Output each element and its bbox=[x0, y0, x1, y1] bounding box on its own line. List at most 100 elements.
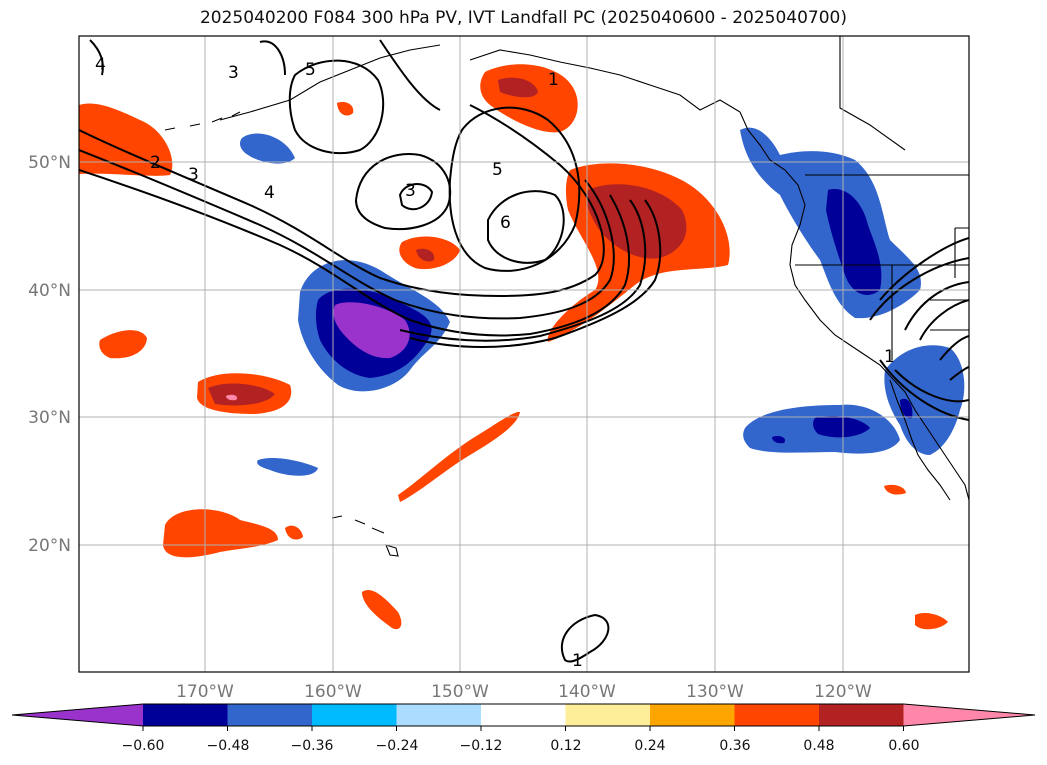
colorbar-labels: −0.60 −0.48 −0.36 −0.24 −0.12 0.12 0.24 … bbox=[122, 738, 920, 754]
colorbar-segment bbox=[312, 704, 397, 726]
anomaly-pos-gulf-core bbox=[498, 77, 538, 98]
lon-labels: 170°W 160°W 150°W 140°W 130°W 120°W bbox=[176, 682, 872, 702]
contour-label: 3 bbox=[405, 181, 416, 201]
contour-label: 6 bbox=[500, 213, 511, 233]
anomaly-pos-westmid bbox=[99, 330, 147, 359]
anomaly-pos-center-core bbox=[416, 248, 435, 262]
pv-contour-trough-4 bbox=[879, 359, 969, 421]
colorbar-segment bbox=[481, 704, 566, 726]
lon-label: 150°W bbox=[431, 682, 489, 702]
lon-label: 140°W bbox=[558, 682, 616, 702]
anomaly-neg-small-north bbox=[240, 133, 295, 164]
pv-contour-hi-5 bbox=[448, 106, 581, 272]
pv-contour-3 bbox=[79, 149, 615, 320]
lat-label: 40°N bbox=[28, 281, 71, 301]
pv-contour-6 bbox=[409, 199, 662, 348]
anomaly-neg-coast-south bbox=[884, 345, 965, 455]
colorbar-tick-label: 0.12 bbox=[550, 738, 581, 754]
anomaly-neg-coast-core bbox=[826, 189, 882, 295]
anomaly-neg-30n-east-small bbox=[772, 435, 786, 444]
coastline-baja bbox=[889, 379, 951, 501]
pv-contour-hi-6 bbox=[487, 190, 565, 264]
map-background bbox=[79, 36, 969, 672]
anomaly-pos-small-sub bbox=[285, 525, 303, 540]
colorbar-tick-label: 0.24 bbox=[634, 738, 665, 754]
colorbar-tick-label: 0.60 bbox=[888, 738, 919, 754]
contour-label: 1 bbox=[884, 347, 895, 367]
map-title: 2025040200 F084 300 hPa PV, IVT Landfall… bbox=[199, 8, 847, 28]
island-aleutian bbox=[164, 111, 241, 131]
gridlines bbox=[79, 36, 969, 672]
lon-label: 130°W bbox=[686, 682, 744, 702]
anomaly-pos-mexico bbox=[884, 484, 906, 495]
colorbar-extend-left bbox=[12, 704, 143, 726]
map-frame bbox=[78, 35, 970, 673]
colorbar-extend-right bbox=[903, 704, 1035, 726]
colorbar-tick-label: −0.60 bbox=[122, 738, 165, 754]
contour-label: 4 bbox=[264, 183, 275, 203]
lon-label: 170°W bbox=[176, 682, 234, 702]
contour-label: 3 bbox=[188, 165, 199, 185]
colorbar-tick-label: 0.36 bbox=[719, 738, 750, 754]
pv-contour-low-3 bbox=[354, 153, 452, 231]
border-alaska bbox=[839, 36, 906, 151]
colorbar-tick-label: −0.12 bbox=[460, 738, 503, 754]
contour-label: 1 bbox=[548, 70, 559, 90]
coastline-westcoast bbox=[789, 204, 969, 501]
anomaly-neg-30n-east-core bbox=[813, 416, 870, 438]
anomaly-pos-small-north bbox=[337, 102, 354, 116]
pv-contour-nwarc bbox=[379, 39, 441, 111]
lon-label: 160°W bbox=[304, 682, 362, 702]
anomaly-neg-coast-south-core bbox=[900, 398, 913, 419]
lat-labels: 50°N 40°N 30°N 20°N bbox=[28, 153, 71, 556]
anomaly-neg-main-core bbox=[333, 302, 410, 359]
colorbar-tick-label: −0.24 bbox=[376, 738, 419, 754]
pv-contour-trough-5 bbox=[939, 335, 969, 381]
contour-label: 5 bbox=[305, 60, 316, 80]
contour-label: 4 bbox=[95, 55, 106, 75]
island-hawaii bbox=[331, 515, 399, 557]
colorbar-segment bbox=[819, 704, 904, 726]
colorbar-segment bbox=[565, 704, 651, 726]
border-states bbox=[795, 227, 969, 360]
pv-contour-ring-5 bbox=[288, 59, 385, 155]
colorbar-segment bbox=[396, 704, 482, 726]
colorbar-segment bbox=[143, 704, 228, 726]
contour-label: 5 bbox=[492, 160, 503, 180]
pv-contour-top-4 bbox=[89, 39, 104, 76]
pv-contour-trough-2 bbox=[869, 257, 969, 321]
coastline-alaska bbox=[219, 44, 741, 121]
pv-contour-low-3-inner bbox=[398, 183, 434, 211]
colorbar-tick-label: 0.48 bbox=[803, 738, 834, 754]
pv-contour-south-1 bbox=[560, 613, 610, 663]
lat-label: 50°N bbox=[28, 153, 71, 173]
lat-label: 30°N bbox=[28, 408, 71, 428]
contour-label: 2 bbox=[150, 153, 161, 173]
anomaly-pos-streak bbox=[398, 411, 520, 502]
pv-contour-2 bbox=[79, 104, 605, 298]
anomaly-pos-hawaii-south bbox=[362, 590, 402, 630]
contour-label-layer: 4 3 5 2 3 4 3 5 6 1 1 1 bbox=[95, 55, 895, 671]
coastlines bbox=[164, 36, 969, 557]
colorbar-segment bbox=[734, 704, 820, 726]
anomaly-pos-southeast bbox=[915, 612, 948, 630]
pv-contour-ring-3 bbox=[259, 40, 286, 76]
colorbar-segment bbox=[650, 704, 735, 726]
anomaly-pos-westedge bbox=[79, 103, 173, 176]
colorbar bbox=[11, 703, 1036, 731]
anomaly-pos-30n-pink bbox=[226, 394, 238, 401]
anomaly-neg-small-sub bbox=[257, 457, 318, 476]
pv-contour-4 bbox=[79, 169, 631, 337]
anomaly-pos-30n-core bbox=[208, 383, 275, 406]
contour-label: 1 bbox=[572, 651, 583, 671]
coastline-bc bbox=[739, 111, 806, 206]
lat-label: 20°N bbox=[28, 536, 71, 556]
colorbar-tick-label: −0.48 bbox=[207, 738, 250, 754]
lon-label: 120°W bbox=[814, 682, 872, 702]
colorbar-tick-label: −0.36 bbox=[291, 738, 334, 754]
contour-label: 3 bbox=[228, 63, 239, 83]
pv-contour-trough-1 bbox=[879, 237, 969, 301]
colorbar-segment bbox=[227, 704, 313, 726]
